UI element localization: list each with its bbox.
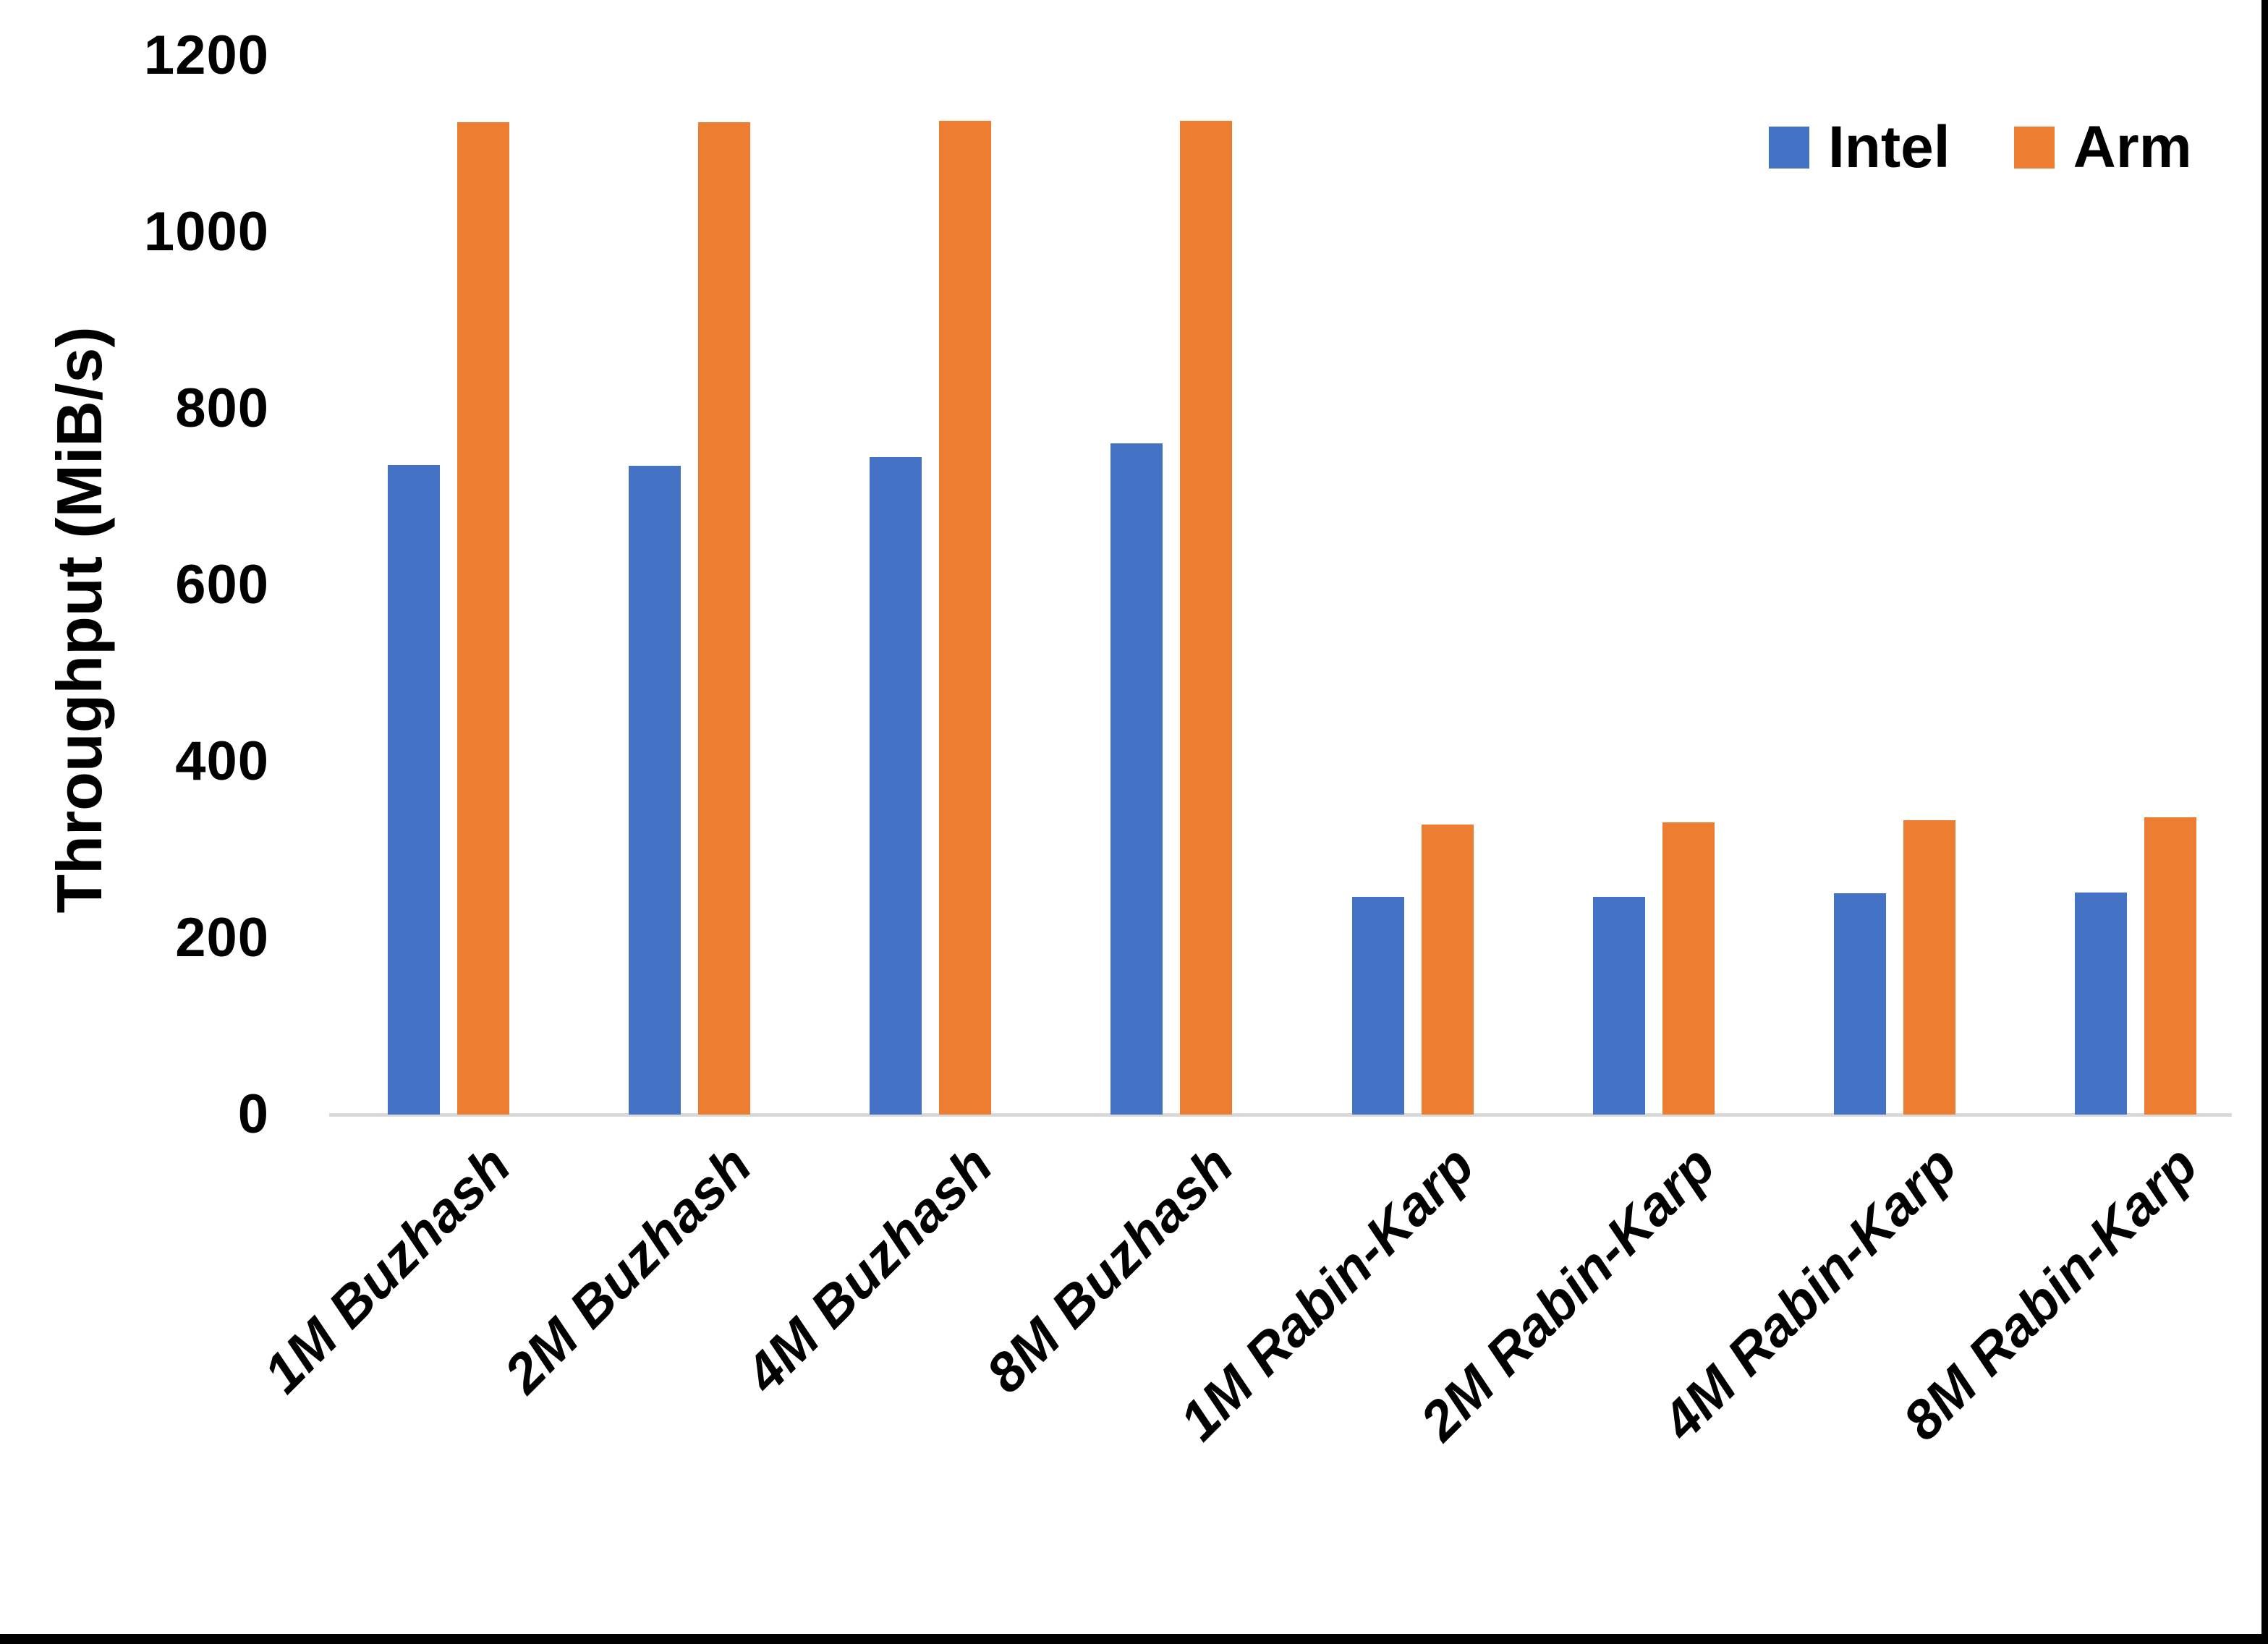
legend-label-intel: Intel — [1828, 114, 1950, 180]
bar-intel-8 — [2075, 892, 2128, 1115]
y-tick-label: 600 — [175, 554, 269, 616]
legend-item-arm: Arm — [2013, 114, 2192, 180]
bar-intel-2 — [629, 466, 681, 1115]
bar-arm-5 — [1421, 824, 1474, 1115]
bar-arm-8 — [2144, 817, 2197, 1115]
bar-intel-4 — [1110, 443, 1163, 1115]
legend-label-arm: Arm — [2073, 114, 2192, 180]
x-category-label: 1M Buzhash — [251, 1134, 522, 1405]
bar-intel-6 — [1592, 896, 1645, 1115]
bar-arm-3 — [939, 121, 992, 1115]
bar-arm-1 — [457, 122, 509, 1115]
x-category-label: 4M Buzhash — [734, 1134, 1004, 1405]
legend: Intel Arm — [1769, 118, 2192, 177]
bar-arm-2 — [698, 122, 751, 1115]
bar-intel-7 — [1833, 893, 1886, 1115]
figure-right-border — [2261, 0, 2268, 1644]
y-tick-label: 1000 — [143, 201, 269, 263]
x-category-label: 2M Buzhash — [493, 1134, 763, 1405]
y-tick-label: 0 — [237, 1083, 269, 1145]
bar-intel-5 — [1351, 896, 1404, 1115]
y-tick-label: 1200 — [143, 25, 269, 86]
bar-intel-1 — [388, 465, 440, 1115]
figure-bottom-border — [0, 1634, 2268, 1644]
x-axis-baseline — [329, 1113, 2232, 1117]
y-tick-label: 800 — [175, 378, 269, 439]
y-tick-label: 200 — [175, 907, 269, 968]
bar-arm-7 — [1903, 819, 1955, 1115]
x-category-label: 8M Buzhash — [974, 1134, 1246, 1405]
legend-item-intel: Intel — [1769, 118, 1950, 177]
bar-arm-6 — [1662, 822, 1715, 1115]
y-tick-label: 400 — [175, 731, 269, 792]
arm-series-swatch — [2013, 127, 2055, 169]
bar-intel-3 — [870, 457, 922, 1115]
intel-series-swatch — [1769, 127, 1809, 169]
bar-arm-4 — [1180, 121, 1233, 1115]
